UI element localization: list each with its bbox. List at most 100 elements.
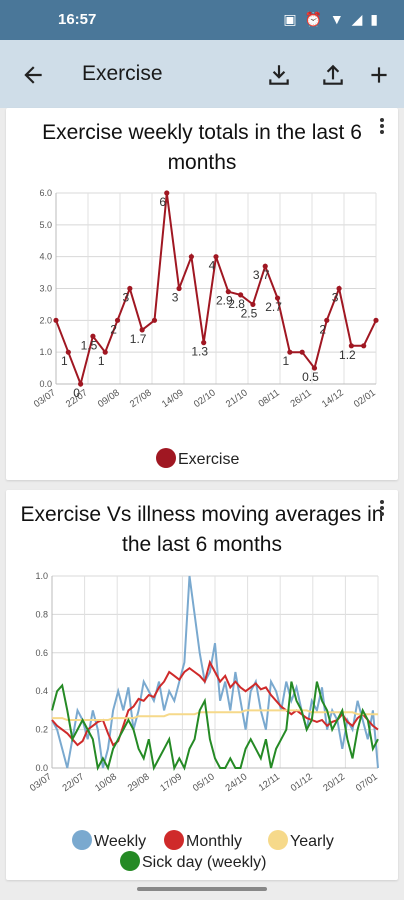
y-tick-label: 0.2: [35, 725, 48, 735]
data-label: 1: [61, 354, 68, 368]
x-tick-label: 02/01: [352, 387, 378, 410]
y-tick-label: 4.0: [39, 252, 52, 262]
data-point: [361, 343, 367, 349]
data-label: 2: [319, 322, 326, 336]
y-tick-label: 0.0: [39, 379, 52, 389]
data-point: [287, 349, 293, 355]
legend-label: Monthly: [186, 833, 242, 850]
data-label: 1.3: [191, 345, 208, 359]
x-tick-label: 26/11: [289, 387, 314, 409]
x-tick-label: 14/09: [160, 387, 186, 410]
data-label: 0.5: [302, 370, 319, 384]
x-tick-label: 27/08: [128, 387, 154, 410]
data-point: [336, 285, 342, 292]
data-point: [176, 285, 182, 292]
y-tick-label: 2.0: [39, 315, 52, 325]
legend-swatch: [164, 830, 184, 850]
chart-title: Exercise weekly totals in the last 6 mon…: [42, 121, 362, 174]
nfc-icon: ▣: [283, 11, 299, 27]
legend-swatch: [120, 851, 140, 871]
data-point: [151, 317, 158, 323]
legend-swatch: [156, 448, 176, 468]
data-label: 0: [73, 386, 80, 400]
data-point: [324, 317, 330, 323]
x-tick-label: 02/10: [192, 387, 218, 410]
x-tick-label: 07/01: [354, 771, 380, 794]
y-tick-label: 6.0: [39, 188, 52, 198]
exercise-illness-chart: 0.0 0.2 0.4 0.6 0.8 1.0 03/07 22/07 10/08 29/08 17…: [28, 571, 380, 871]
legend-label: Sick day (weekly): [142, 854, 266, 871]
data-point: [311, 365, 318, 371]
legend-swatch: [268, 830, 288, 850]
arrow-left-icon[interactable]: [20, 62, 46, 88]
legend-label: Yearly: [290, 833, 334, 850]
data-point: [53, 317, 59, 323]
data-point: [127, 285, 133, 292]
y-tick-label: 1.0: [39, 347, 52, 357]
x-tick-label: 09/08: [96, 387, 122, 410]
status-bar: 16:57 ▣ ⏰ ▼ ◢ ▮: [0, 0, 404, 40]
x-tick-label: 22/07: [61, 771, 87, 794]
wifi-icon: ▼: [329, 11, 346, 27]
exercise-weekly-chart: 0.01.02.03.04.05.06.003/07 22/07 09/08 27/0…: [32, 188, 379, 468]
download-icon[interactable]: [266, 62, 292, 88]
x-tick-label: 03/07: [28, 771, 54, 794]
data-label: 3: [172, 291, 179, 305]
y-tick-label: 5.0: [39, 220, 52, 230]
x-tick-label: 03/07: [32, 387, 58, 410]
data-label: 2.8: [228, 297, 245, 311]
chart-title: Exercise Vs illness moving averages in t…: [20, 503, 384, 556]
data-label: 2: [110, 322, 117, 336]
data-point: [373, 317, 379, 323]
data-point: [78, 381, 84, 387]
data-point: [114, 317, 121, 323]
legend-label: Weekly: [94, 833, 146, 850]
x-tick-label: 10/08: [93, 771, 119, 794]
x-tick-label: 24/10: [224, 771, 250, 794]
data-point: [102, 349, 108, 355]
page-title: Exercise: [82, 62, 163, 85]
x-tick-label: 12/11: [257, 771, 282, 793]
data-point: [188, 254, 194, 260]
data-point: [274, 295, 281, 301]
legend-label: Exercise: [178, 451, 239, 468]
data-label: 3.7: [253, 268, 270, 282]
y-tick-label: 0.6: [35, 648, 48, 658]
data-label: 1: [283, 354, 290, 368]
data-point: [238, 292, 244, 298]
data-label: 1.2: [339, 348, 356, 362]
data-point: [164, 190, 170, 196]
data-label: 1: [98, 354, 105, 368]
data-point: [348, 343, 354, 349]
y-tick-label: 0.4: [35, 686, 48, 696]
data-label: 4: [209, 259, 216, 273]
series-line: [52, 709, 378, 721]
plus-icon[interactable]: [366, 62, 392, 88]
data-label: 2.7: [265, 300, 282, 314]
legend-swatch: [72, 830, 92, 850]
y-tick-label: 0.8: [35, 609, 48, 619]
series-line: [51, 575, 379, 769]
gesture-nav-handle[interactable]: [137, 887, 267, 891]
series-line: [51, 681, 379, 772]
y-tick-label: 0.0: [35, 763, 48, 773]
data-label: 1.7: [130, 332, 147, 346]
more-vert-icon[interactable]: [376, 498, 388, 522]
data-point: [225, 289, 231, 295]
data-point: [90, 333, 96, 339]
x-tick-label: 17/09: [158, 771, 184, 794]
exercise-illness-card: Exercise Vs illness moving averages in t…: [6, 490, 398, 880]
data-label: 6: [159, 195, 166, 209]
data-label: 1.5: [81, 338, 98, 352]
data-point: [262, 263, 268, 269]
data-label: 2.9: [216, 294, 233, 308]
share-icon[interactable]: [320, 62, 346, 88]
data-point: [213, 254, 219, 260]
x-tick-label: 21/10: [224, 387, 250, 410]
data-point: [65, 349, 71, 355]
more-vert-icon[interactable]: [376, 116, 388, 140]
x-tick-label: 08/11: [257, 387, 282, 409]
app-bar: Exercise: [0, 40, 404, 108]
series-line: [51, 659, 379, 747]
y-tick-label: 1.0: [35, 571, 48, 581]
